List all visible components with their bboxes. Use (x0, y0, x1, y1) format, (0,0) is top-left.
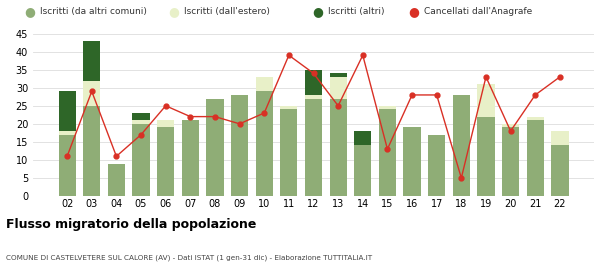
Bar (305, 70, 322, 95)
Bar (157, 120, 174, 127)
Bar (59, 135, 76, 196)
Text: ●: ● (312, 5, 323, 18)
Text: Iscritti (dall'estero): Iscritti (dall'estero) (184, 7, 270, 16)
Bar (231, 95, 248, 196)
Bar (133, 120, 149, 124)
Bar (83, 106, 100, 196)
Bar (256, 77, 273, 91)
Bar (478, 116, 494, 196)
Bar (329, 77, 347, 99)
Bar (280, 106, 298, 109)
Bar (280, 109, 298, 196)
Bar (379, 109, 396, 196)
Bar (354, 146, 371, 196)
Bar (551, 146, 569, 196)
Bar (527, 120, 544, 196)
Text: Cancellati dall'Anagrafe: Cancellati dall'Anagrafe (424, 7, 532, 16)
Bar (133, 124, 149, 196)
Text: ●: ● (168, 5, 179, 18)
Bar (206, 99, 224, 196)
Bar (59, 91, 76, 131)
Bar (329, 73, 347, 77)
Bar (157, 127, 174, 196)
Bar (83, 41, 100, 81)
Bar (551, 131, 569, 146)
Text: ●: ● (24, 5, 35, 18)
Bar (133, 113, 149, 120)
Bar (403, 127, 421, 196)
Bar (83, 81, 100, 106)
Text: Iscritti (altri): Iscritti (altri) (328, 7, 385, 16)
Bar (354, 131, 371, 146)
Bar (502, 124, 519, 127)
Bar (379, 106, 396, 109)
Text: Flusso migratorio della popolazione: Flusso migratorio della popolazione (6, 218, 256, 231)
Bar (453, 95, 470, 196)
Bar (305, 99, 322, 196)
Bar (108, 164, 125, 196)
Bar (502, 127, 519, 196)
Bar (256, 91, 273, 196)
Bar (329, 99, 347, 196)
Text: Iscritti (da altri comuni): Iscritti (da altri comuni) (40, 7, 147, 16)
Bar (305, 95, 322, 99)
Text: ●: ● (408, 5, 419, 18)
Text: COMUNE DI CASTELVETERE SUL CALORE (AV) - Dati ISTAT (1 gen-31 dic) - Elaborazion: COMUNE DI CASTELVETERE SUL CALORE (AV) -… (6, 255, 372, 261)
Bar (59, 131, 76, 135)
Bar (478, 84, 494, 116)
Bar (182, 120, 199, 196)
Bar (428, 135, 445, 196)
Bar (527, 116, 544, 120)
